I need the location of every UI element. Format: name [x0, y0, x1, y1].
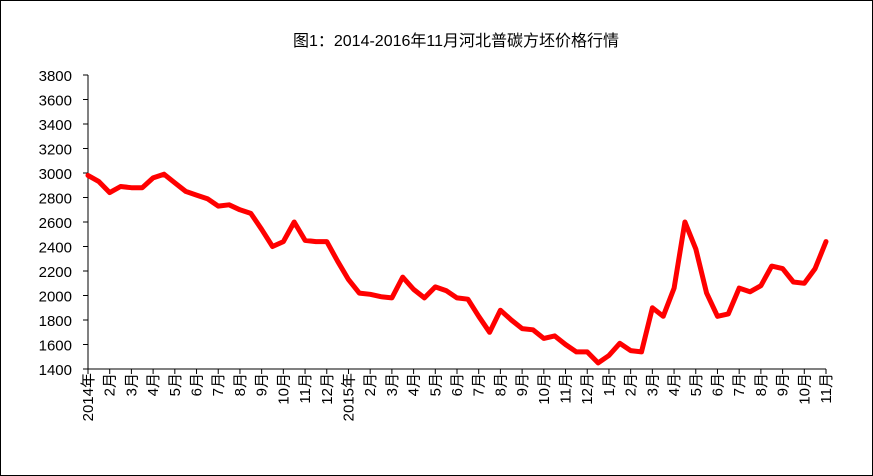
- chart-title: 图1：2014-2016年11月河北普碳方坯价格行情: [293, 32, 619, 50]
- x-tick-label: 1月: [601, 373, 618, 396]
- y-tick-label: 1600: [39, 338, 72, 355]
- x-tick-label: 4月: [666, 373, 683, 396]
- y-tick-label: 1400: [39, 362, 72, 379]
- line-series: [85, 171, 829, 366]
- y-tick-label: 2200: [39, 264, 72, 281]
- x-tick-label: 6月: [449, 373, 466, 396]
- y-tick-label: 3000: [39, 166, 72, 183]
- x-tick-label: 7月: [471, 373, 488, 396]
- x-tick-label: 7月: [210, 373, 227, 396]
- y-tick-label: 3800: [39, 68, 72, 85]
- x-tick-label: 10月: [796, 373, 813, 405]
- y-tick-label: 3400: [39, 117, 72, 134]
- x-tick-label: 11月: [297, 373, 314, 404]
- x-tick-label: 10月: [536, 373, 553, 405]
- y-tick-label: 1800: [39, 313, 72, 330]
- x-tick-label: 5月: [167, 373, 184, 396]
- x-tick-label: 10月: [275, 373, 292, 405]
- y-tick-label: 2000: [39, 289, 72, 306]
- x-tick-label: 11月: [818, 373, 835, 404]
- y-tick-label: 2600: [39, 215, 72, 232]
- x-tick-label: 12月: [579, 373, 596, 405]
- x-tick-label: 7月: [731, 373, 748, 396]
- x-tick-label: 3月: [123, 373, 140, 396]
- x-tick-label: 8月: [492, 373, 509, 396]
- x-tick-label: 2月: [623, 373, 640, 396]
- y-tick-label: 2400: [39, 240, 72, 257]
- x-tick-label: 9月: [514, 373, 531, 396]
- x-tick-label: 12月: [319, 373, 336, 405]
- x-tick-label: 6月: [189, 373, 206, 396]
- x-tick-label: 3月: [384, 373, 401, 396]
- x-tick-label: 5月: [688, 373, 705, 396]
- x-tick-label: 2月: [102, 373, 119, 396]
- x-tick-label: 6月: [709, 373, 726, 396]
- x-tick-label: 4月: [145, 373, 162, 396]
- x-tick-label: 8月: [753, 373, 770, 396]
- x-tick-label: 9月: [254, 373, 271, 396]
- x-tick-label: 2月: [362, 373, 379, 396]
- x-tick-label: 11月: [558, 373, 575, 404]
- x-tick-label: 3月: [644, 373, 661, 396]
- y-tick-label: 3200: [39, 142, 72, 159]
- x-tick-label: 2015年: [340, 373, 357, 421]
- x-tick-label: 9月: [775, 373, 792, 396]
- x-tick-label: 8月: [232, 373, 249, 396]
- x-tick-label: 5月: [427, 373, 444, 396]
- y-tick-label: 3600: [39, 93, 72, 110]
- y-tick-label: 2800: [39, 191, 72, 208]
- x-tick-label: 2014年: [80, 373, 97, 421]
- x-tick-label: 4月: [406, 373, 423, 396]
